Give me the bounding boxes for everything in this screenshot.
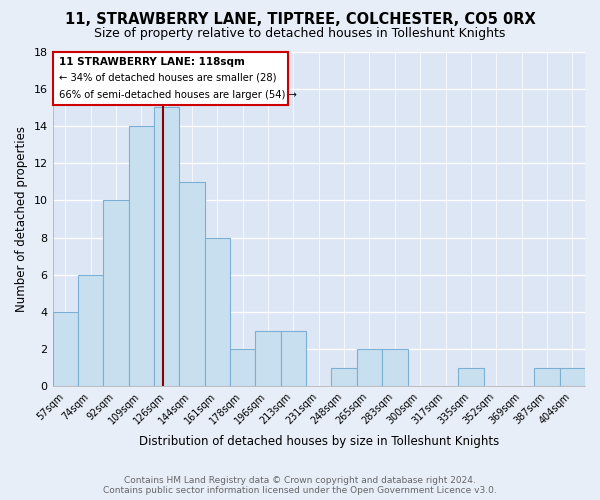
- Text: ← 34% of detached houses are smaller (28): ← 34% of detached houses are smaller (28…: [59, 73, 277, 83]
- Text: Size of property relative to detached houses in Tolleshunt Knights: Size of property relative to detached ho…: [94, 28, 506, 40]
- Text: 11, STRAWBERRY LANE, TIPTREE, COLCHESTER, CO5 0RX: 11, STRAWBERRY LANE, TIPTREE, COLCHESTER…: [65, 12, 535, 28]
- Text: Contains HM Land Registry data © Crown copyright and database right 2024.
Contai: Contains HM Land Registry data © Crown c…: [103, 476, 497, 495]
- Bar: [458, 368, 484, 386]
- Bar: [382, 349, 407, 387]
- Bar: [103, 200, 128, 386]
- Bar: [230, 349, 256, 387]
- Text: 11 STRAWBERRY LANE: 118sqm: 11 STRAWBERRY LANE: 118sqm: [59, 57, 245, 67]
- Bar: [78, 275, 103, 386]
- Bar: [560, 368, 585, 386]
- Bar: [128, 126, 154, 386]
- Bar: [53, 52, 289, 104]
- X-axis label: Distribution of detached houses by size in Tolleshunt Knights: Distribution of detached houses by size …: [139, 434, 499, 448]
- Bar: [154, 108, 179, 386]
- Bar: [205, 238, 230, 386]
- Bar: [281, 330, 306, 386]
- Bar: [179, 182, 205, 386]
- Bar: [357, 349, 382, 387]
- Y-axis label: Number of detached properties: Number of detached properties: [15, 126, 28, 312]
- Bar: [256, 330, 281, 386]
- Bar: [331, 368, 357, 386]
- Text: 66% of semi-detached houses are larger (54) →: 66% of semi-detached houses are larger (…: [59, 90, 297, 100]
- Bar: [534, 368, 560, 386]
- Bar: [53, 312, 78, 386]
